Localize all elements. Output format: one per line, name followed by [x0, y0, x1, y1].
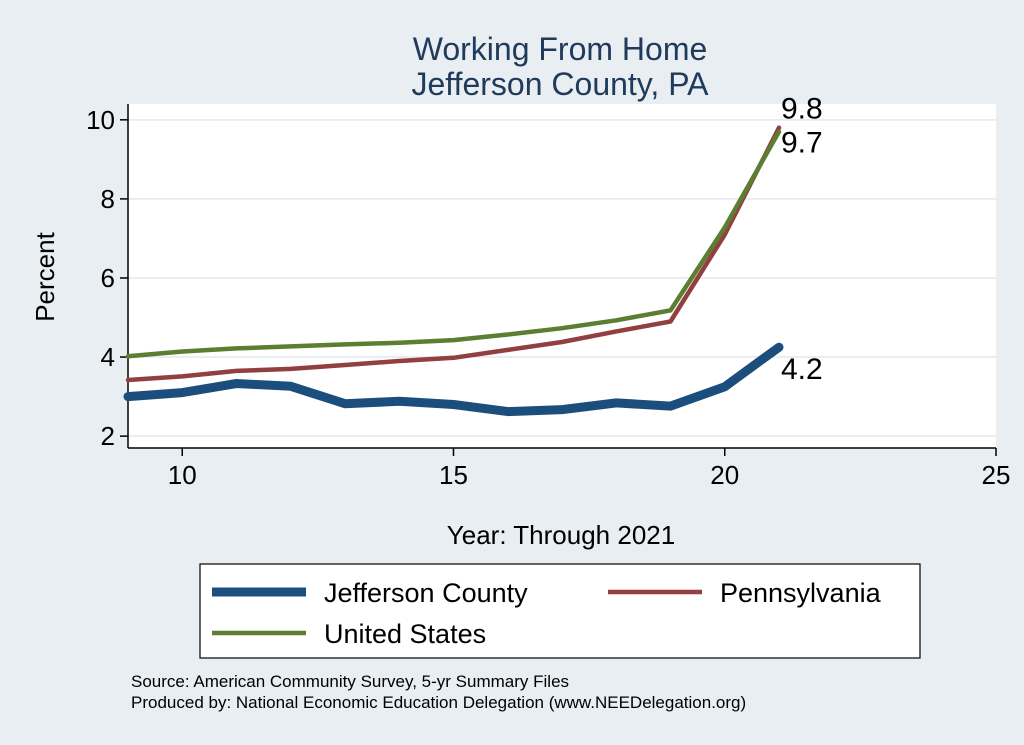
legend-label-pennsylvania: Pennsylvania [720, 578, 882, 608]
chart-title-line-1: Working From Home [413, 31, 708, 67]
y-tick-label-10: 10 [86, 105, 115, 135]
series-lines [123, 125, 784, 417]
end-label-pennsylvania: 9.8 [781, 93, 823, 126]
y-tick-label-8: 8 [101, 184, 115, 214]
source-note: Source: American Community Survey, 5-yr … [131, 672, 569, 691]
x-axis-title: Year: Through 2021 [447, 520, 675, 550]
producer-note: Produced by: National Economic Education… [131, 693, 746, 712]
end-label-united-states: 9.7 [781, 127, 823, 160]
series-line-united-states [125, 129, 782, 359]
grid-lines [128, 119, 996, 437]
series-line-jefferson-county [123, 342, 784, 417]
x-tick-label-15: 15 [439, 460, 468, 490]
x-tick-label-20: 20 [710, 460, 739, 490]
legend: Jefferson County Pennsylvania United State… [212, 578, 882, 649]
x-tick-label-10: 10 [168, 460, 197, 490]
end-label-jefferson-county: 4.2 [781, 353, 823, 386]
y-ticks: 2 4 6 8 10 [86, 105, 128, 451]
legend-label-united-states: United States [324, 619, 486, 649]
chart-title-line-2: Jefferson County, PA [411, 66, 709, 102]
legend-box [199, 563, 921, 659]
y-tick-label-6: 6 [101, 263, 115, 293]
legend-label-jefferson-county: Jefferson County [324, 578, 528, 608]
y-tick-label-2: 2 [101, 421, 115, 451]
plot-area [128, 104, 996, 448]
y-axis-title: Percent [30, 231, 60, 321]
x-tick-label-25: 25 [982, 460, 1011, 490]
y-tick-label-4: 4 [101, 342, 115, 372]
end-labels: 4.2 9.89.7 [781, 93, 823, 386]
series-line-pennsylvania [125, 125, 782, 383]
x-ticks: 10 15 20 25 [168, 448, 1011, 490]
